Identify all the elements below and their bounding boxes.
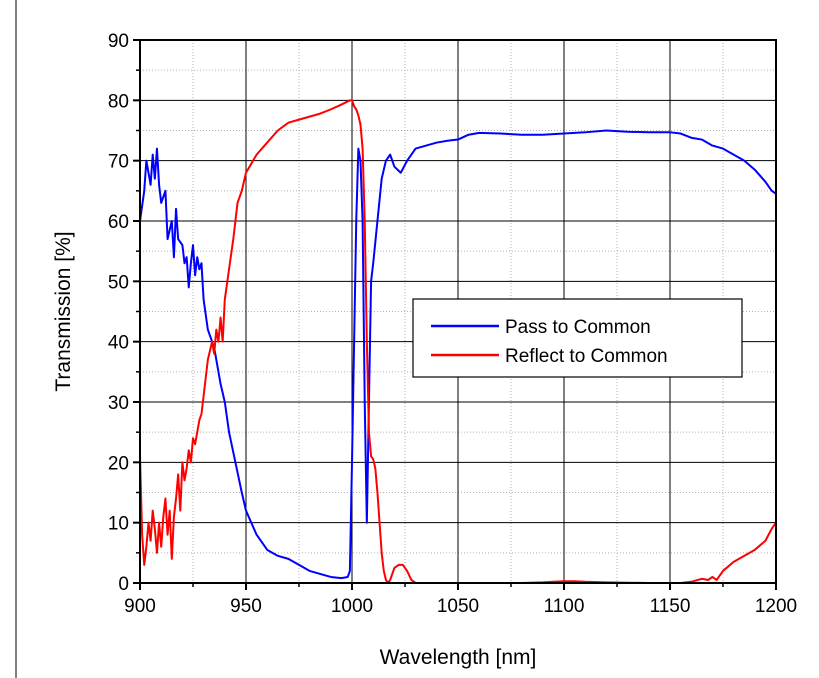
y-tick-labels: 0 10 20 30 40 50 60 70 80 90: [108, 31, 129, 595]
y-tick-label: 50: [108, 272, 129, 293]
y-tick-label: 30: [108, 393, 129, 414]
series-line-pass-to-common: [139, 129, 777, 580]
legend-label-reflect-to-common: Reflect to Common: [505, 346, 668, 367]
y-axis-title: Transmission [%]: [52, 231, 75, 391]
y-tick-label: 70: [108, 152, 129, 173]
x-tick-label: 1000: [331, 596, 373, 617]
y-tick-label: 90: [108, 31, 129, 52]
y-tick-label: 0: [118, 574, 129, 595]
series-lines: [139, 99, 777, 584]
x-tick-label: 1050: [437, 596, 479, 617]
x-tick-labels: 900 950 1000 1050 1100 1150 1200: [124, 596, 797, 617]
y-tick-label: 80: [108, 91, 129, 112]
y-tick-label: 20: [108, 453, 129, 474]
y-tick-label: 40: [108, 333, 129, 354]
y-tick-label: 60: [108, 212, 129, 233]
legend-label-pass-to-common: Pass to Common: [505, 317, 651, 338]
x-tick-label: 1200: [755, 596, 797, 617]
x-axis-title: Wavelength [nm]: [380, 646, 537, 669]
x-tick-label: 1150: [650, 596, 691, 617]
series-line-reflect-to-common: [139, 99, 777, 584]
x-tick-label: 950: [230, 596, 262, 617]
legend: Pass to Common Reflect to Common: [412, 298, 743, 378]
x-tick-label: 900: [124, 596, 156, 617]
y-tick-label: 10: [108, 514, 129, 535]
axis-ticks: [133, 39, 777, 590]
x-tick-label: 1100: [544, 596, 585, 617]
legend-box: [412, 298, 743, 378]
